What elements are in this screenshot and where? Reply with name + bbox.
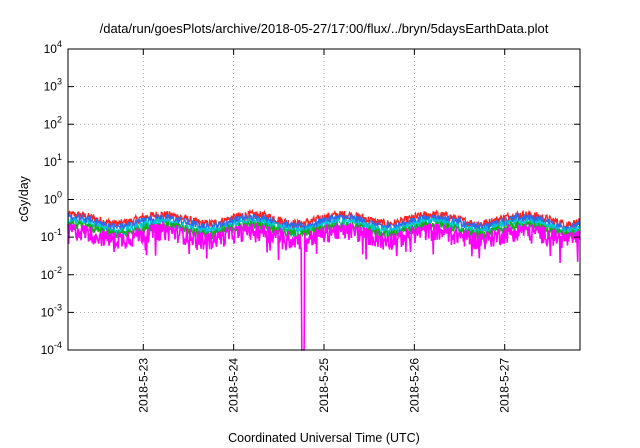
y-tick-label-exponent: 0 bbox=[57, 190, 62, 200]
x-tick-label: 2018-5-23 bbox=[136, 358, 150, 413]
x-tick-label: 2018-5-25 bbox=[317, 358, 331, 413]
x-tick-label: 2018-5-26 bbox=[407, 358, 421, 413]
series-group bbox=[67, 208, 581, 351]
y-axis-label: cGy/day bbox=[17, 175, 31, 222]
y-tick-label-base: 10 bbox=[44, 42, 58, 56]
series-line bbox=[67, 220, 581, 351]
y-tick-label: 10-4 bbox=[41, 340, 62, 357]
y-tick-label: 101 bbox=[44, 152, 62, 169]
y-tick-label-base: 10 bbox=[44, 155, 58, 169]
y-tick-label-base: 10 bbox=[41, 305, 55, 319]
y-tick-label-exponent: -1 bbox=[54, 227, 62, 237]
grid bbox=[68, 49, 580, 350]
axes: 10-410-310-210-11001011021031042018-5-23… bbox=[41, 39, 580, 413]
series-line bbox=[67, 212, 581, 233]
y-tick-label-exponent: 3 bbox=[57, 77, 62, 87]
y-tick-label-exponent: -3 bbox=[54, 302, 62, 312]
y-tick-label-base: 10 bbox=[41, 230, 55, 244]
y-tick-label-exponent: -4 bbox=[54, 340, 62, 350]
y-tick-label: 10-3 bbox=[41, 302, 62, 319]
y-tick-label: 102 bbox=[44, 114, 62, 131]
y-tick-label-base: 10 bbox=[41, 343, 55, 357]
y-tick-label: 10-1 bbox=[41, 227, 62, 244]
y-tick-label-exponent: -2 bbox=[54, 265, 62, 275]
y-tick-label-base: 10 bbox=[44, 193, 58, 207]
x-tick-label: 2018-5-27 bbox=[498, 358, 512, 413]
y-tick-label: 100 bbox=[44, 190, 62, 207]
y-tick-label: 103 bbox=[44, 77, 62, 94]
chart-title: /data/run/goesPlots/archive/2018-05-27/1… bbox=[100, 21, 549, 36]
y-tick-label-exponent: 1 bbox=[57, 152, 62, 162]
x-tick-label: 2018-5-24 bbox=[227, 358, 241, 413]
x-axis-label: Coordinated Universal Time (UTC) bbox=[228, 431, 420, 445]
y-tick-label: 10-2 bbox=[41, 265, 62, 282]
y-tick-label-exponent: 2 bbox=[57, 114, 62, 124]
y-tick-label-base: 10 bbox=[44, 80, 58, 94]
y-tick-label-base: 10 bbox=[44, 117, 58, 131]
y-tick-label: 104 bbox=[44, 39, 62, 56]
y-tick-label-base: 10 bbox=[41, 268, 55, 282]
y-tick-label-exponent: 4 bbox=[57, 39, 62, 49]
